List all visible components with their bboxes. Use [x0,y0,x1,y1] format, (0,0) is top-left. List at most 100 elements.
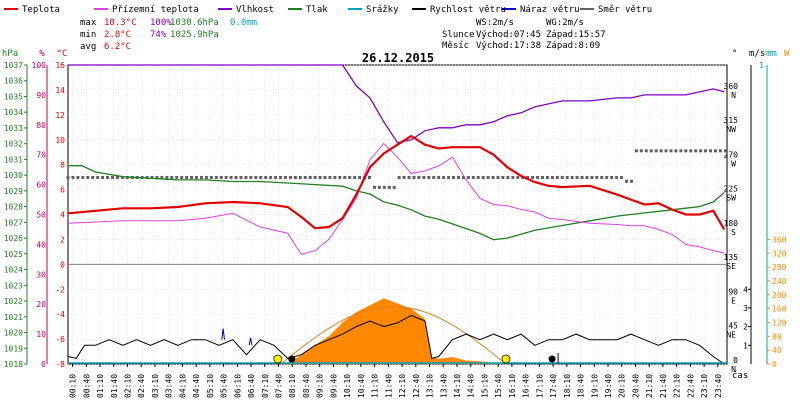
info-sunset: Západ:15:57 [546,30,606,40]
hpa-tick-label: 1018 [4,360,23,369]
moonset-marker [288,355,296,363]
stats-min-press: 1025.9hPa [170,30,219,40]
wind-dir-point [293,175,297,179]
series-wind-gust [221,328,225,340]
stats-min-temp: 2.8°C [104,30,131,40]
wind-dir-point [190,175,194,179]
wind-dir-point [353,175,357,179]
info-wg: WG:2m/s [546,18,584,28]
mm-tick-label: 1 [759,61,764,70]
hpa-tick-label: 1035 [4,92,23,101]
temp-tick-label: -4 [55,310,65,319]
time-axis-label: čas [732,370,748,381]
sunrise-marker [273,354,283,364]
wind-dir-point [476,175,480,179]
pct-tick-label: 90 [36,91,46,100]
series-pressure [68,165,725,241]
wind-dir-point [452,175,456,179]
wind-dir-point [308,175,312,179]
wind-dir-point [437,175,441,179]
wind-dir-point [279,175,283,179]
wind-dir-point [664,149,668,153]
x-tick-label: 02:10 [123,374,132,398]
wind-dir-point [560,175,564,179]
wind-dir-point [417,175,421,179]
wind-dir-point [456,175,460,179]
legend-label: Náraz větru [520,5,580,15]
x-tick-label: 03:10 [151,374,160,398]
wind-dir-point [66,175,70,179]
stats-max-label: max [80,18,97,28]
axis-title-pct_title: % [39,49,45,59]
pct-tick-label: 70 [36,151,46,160]
hpa-tick-label: 1030 [4,171,23,180]
wind-dir-point [536,175,540,179]
wind-dir-point [704,149,708,153]
temp-tick-label: 4 [60,211,65,220]
wind-dir-point [447,175,451,179]
x-tick-label: 03:40 [165,374,174,398]
dir-tick-card: E [731,296,736,305]
axis-title-hpa_title: hPa [2,49,18,59]
wind-dir-point [86,175,90,179]
stats-min-hum: 74% [150,30,167,40]
x-tick-label: 17:10 [535,374,544,398]
wind-dir-point [175,175,179,179]
axis-title-temp_title: °C [57,49,68,59]
wind-dir-point [649,149,653,153]
wind-dir-point [224,175,228,179]
wind-dir-point [694,149,698,153]
wind-dir-point [264,175,268,179]
w-tick-label: 80 [772,332,782,341]
wind-dir-point [313,175,317,179]
hpa-tick-label: 1023 [4,281,23,290]
x-tick-label: 23:40 [714,374,723,398]
series-wind-speed [67,314,725,365]
legend-label: Vlhkost [236,5,274,15]
temp-tick-label: -2 [55,285,65,294]
wind-dir-point [699,149,703,153]
x-tick-label: 10:10 [343,374,352,398]
dir-tick-label: 45 [728,322,738,331]
wind-dir-point [214,175,218,179]
temp-tick-label: 8 [60,161,65,170]
w-tick-label: 240 [772,277,787,286]
wind-dir-point [185,175,189,179]
wind-dir-point [392,185,396,189]
wind-dir-point [600,175,604,179]
wind-dir-point [461,175,465,179]
w-tick-label: 320 [772,249,787,258]
wind-dir-point [491,175,495,179]
wind-dir-point [629,179,633,183]
temp-tick-label: -8 [55,360,65,369]
wind-dir-point [165,175,169,179]
wind-dir-point [610,175,614,179]
hpa-tick-label: 1031 [4,155,23,164]
temp-tick-label: -6 [55,335,65,344]
wind-dir-point [155,175,159,179]
x-tick-label: 18:40 [577,374,586,398]
wind-dir-point [254,175,258,179]
hpa-tick-label: 1037 [4,61,23,70]
axis-title-mm_title: mm [766,49,777,59]
wind-dir-point [249,175,253,179]
ms-tick-label: 2 [743,323,748,332]
wind-dir-point [615,175,619,179]
dir-tick-card: S [731,228,736,237]
wind-dir-point [219,175,223,179]
wind-dir-point [605,175,609,179]
w-tick-label: 280 [772,263,787,272]
x-tick-label: 14:10 [453,374,462,398]
wind-dir-point [471,175,475,179]
x-tick-label: 23:10 [700,374,709,398]
x-tick-label: 22:40 [686,374,695,398]
x-tick-label: 09:40 [329,374,338,398]
info-moonset: Západ:8:09 [546,41,600,51]
wind-dir-point [106,175,110,179]
wind-dir-point [432,175,436,179]
wind-dir-point [259,175,263,179]
pct-tick-label: 30 [36,270,46,279]
x-tick-label: 06:10 [233,374,242,398]
hpa-tick-label: 1019 [4,344,23,353]
x-tick-label: 12:40 [412,374,421,398]
